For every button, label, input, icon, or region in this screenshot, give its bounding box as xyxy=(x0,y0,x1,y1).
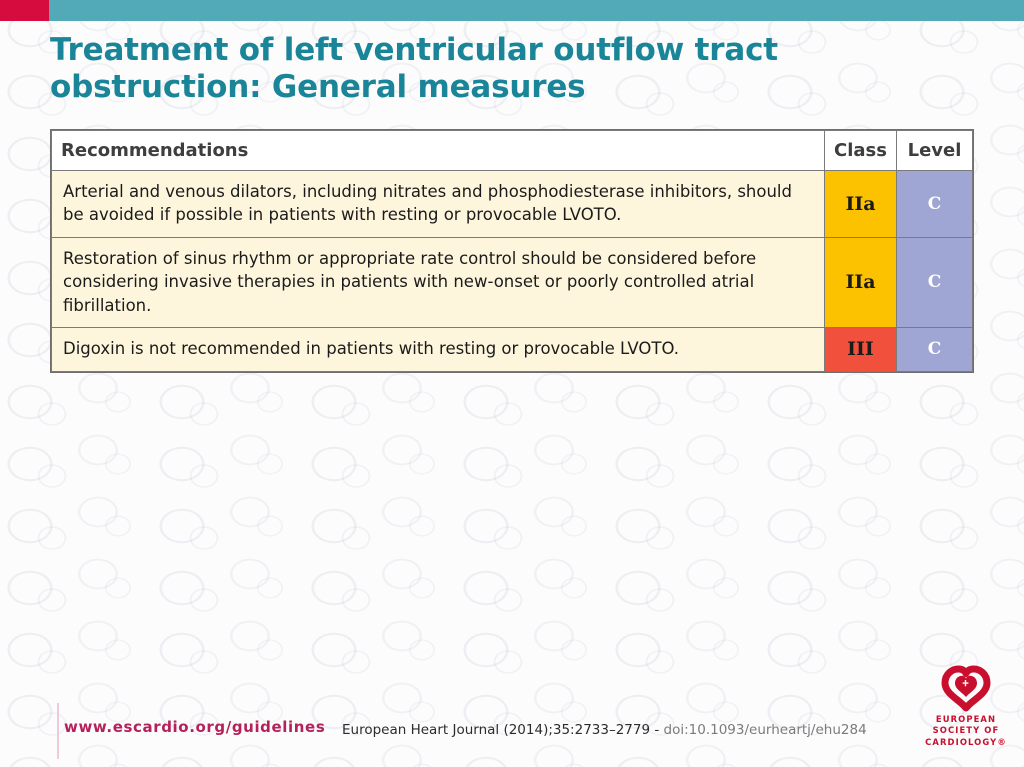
logo-line-2: SOCIETY OF xyxy=(932,725,1000,736)
logo-line-1: EUROPEAN xyxy=(935,714,997,724)
table-body: Arterial and venous dilators, including … xyxy=(51,170,973,372)
level-badge: C xyxy=(896,236,973,329)
journal-citation: European Heart Journal (2014);35:2733–27… xyxy=(342,722,867,738)
citation-main: European Heart Journal (2014);35:2733–27… xyxy=(342,722,664,738)
slide-footer xyxy=(0,697,1024,767)
slide-title: Treatment of left ventricular outflow tr… xyxy=(50,32,778,105)
escardio-guidelines-link[interactable]: www.escardio.org/guidelines xyxy=(64,718,326,736)
column-header-class: Class xyxy=(824,130,897,171)
column-header-recommendations: Recommendations xyxy=(51,130,825,171)
recommendation-text: Digoxin is not recommended in patients w… xyxy=(51,327,825,372)
level-badge: C xyxy=(896,327,973,372)
class-badge: IIa xyxy=(824,236,897,329)
top-accent-bar xyxy=(0,0,1024,21)
class-badge: III xyxy=(824,327,897,372)
esc-heart-icon xyxy=(941,665,991,712)
esc-logo: EUROPEAN SOCIETY OF CARDIOLOGY® xyxy=(918,663,1014,759)
level-badge: C xyxy=(896,170,973,238)
logo-line-3: CARDIOLOGY® xyxy=(925,736,1007,747)
recommendation-text: Arterial and venous dilators, including … xyxy=(51,170,825,238)
table-header-row: Recommendations Class Level xyxy=(51,130,973,171)
top-bar-main-block xyxy=(49,0,1024,21)
column-header-level: Level xyxy=(896,130,973,171)
esc-logo-wordmark: EUROPEAN SOCIETY OF CARDIOLOGY® xyxy=(918,714,1014,748)
table-header: Recommendations Class Level xyxy=(51,130,973,171)
class-badge: IIa xyxy=(824,170,897,238)
table-row: Digoxin is not recommended in patients w… xyxy=(51,327,973,372)
citation-doi: doi:10.1093/eurheartj/ehu284 xyxy=(663,722,867,738)
footer-divider-rule xyxy=(57,703,59,759)
recommendations-table: Recommendations Class Level Arterial and… xyxy=(51,130,973,372)
table-row: Arterial and venous dilators, including … xyxy=(51,170,973,238)
table-row: Restoration of sinus rhythm or appropria… xyxy=(51,236,973,329)
top-bar-accent-block xyxy=(0,0,49,21)
recommendation-text: Restoration of sinus rhythm or appropria… xyxy=(51,236,825,329)
